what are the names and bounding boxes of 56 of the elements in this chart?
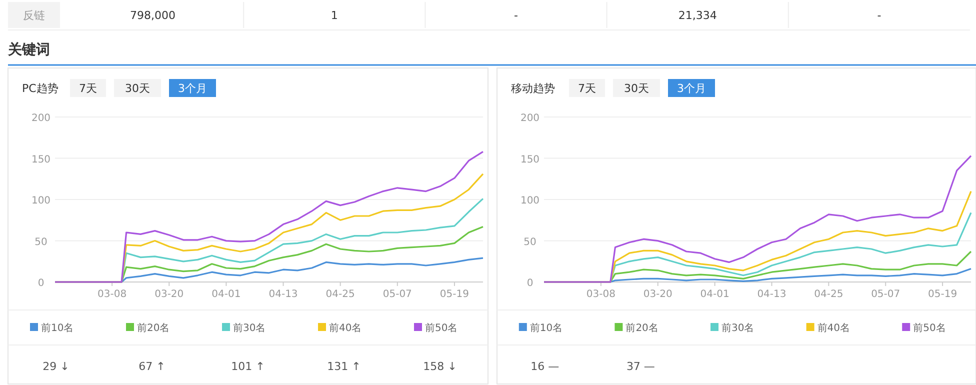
y-tick-label: 200 xyxy=(31,113,51,124)
text: 67 ↑ xyxy=(138,360,166,373)
text: 7天 xyxy=(79,82,97,95)
y-tick-label: 200 xyxy=(520,113,540,124)
x-tick-label: 03-08 xyxy=(586,289,616,300)
x-tick-label: 04-25 xyxy=(814,289,844,300)
text: 158 ↓ xyxy=(423,360,457,373)
legend-label: 前10名 xyxy=(530,322,563,334)
legend-label: 前20名 xyxy=(626,322,658,334)
text: 3个月 xyxy=(677,82,706,95)
x-tick-label: 04-13 xyxy=(757,289,786,300)
text: 反链 xyxy=(23,9,45,22)
text: 21,334 xyxy=(678,9,717,22)
y-tick-label: 0 xyxy=(38,278,44,289)
text: 3个月 xyxy=(178,82,207,95)
y-tick-label: 50 xyxy=(34,236,48,248)
text: 1 xyxy=(330,9,338,22)
y-tick-label: 150 xyxy=(31,154,51,166)
legend-label: 前30名 xyxy=(722,322,754,334)
x-tick-label: 05-07 xyxy=(382,289,412,300)
x-tick-label: 03-20 xyxy=(154,289,184,300)
text: 798,000 xyxy=(130,9,176,22)
y-tick-label: 150 xyxy=(520,154,540,166)
text: 29 ↓ xyxy=(42,360,70,373)
text: 131 ↑ xyxy=(327,360,361,373)
x-tick-label: 04-25 xyxy=(326,289,355,300)
text: - xyxy=(514,9,518,22)
chart-title: PC趋势 xyxy=(22,82,58,95)
text: 30天 xyxy=(125,82,150,95)
text: 16 — xyxy=(530,360,560,373)
text: - xyxy=(877,9,882,22)
x-tick-label: 05-19 xyxy=(928,289,958,300)
chart-title: 移动趋势 xyxy=(511,82,555,95)
y-tick-label: 100 xyxy=(520,196,540,206)
legend-label: 前20名 xyxy=(137,322,170,334)
legend-label: 前40名 xyxy=(817,322,850,334)
y-tick-label: 50 xyxy=(524,236,536,248)
x-tick-label: 04-13 xyxy=(268,289,298,300)
x-tick-label: 05-07 xyxy=(871,289,900,300)
legend-label: 前50名 xyxy=(425,322,458,334)
x-tick-label: 04-01 xyxy=(212,289,241,300)
legend-label: 前40名 xyxy=(329,322,362,334)
text: 101 ↑ xyxy=(231,360,265,373)
x-tick-label: 03-20 xyxy=(643,289,672,300)
legend-label: 前30名 xyxy=(233,322,266,334)
x-tick-label: 05-19 xyxy=(440,289,469,300)
x-tick-label: 03-08 xyxy=(98,289,127,300)
legend-label: 前10名 xyxy=(41,322,74,334)
legend-label: 前50名 xyxy=(913,322,946,334)
text: 关键词 xyxy=(7,41,50,58)
text: 30天 xyxy=(624,82,649,95)
x-tick-label: 04-01 xyxy=(700,289,730,300)
text: 37 — xyxy=(626,360,655,373)
y-tick-label: 100 xyxy=(31,196,51,206)
text: 7天 xyxy=(578,82,596,95)
y-tick-label: 0 xyxy=(526,278,534,289)
